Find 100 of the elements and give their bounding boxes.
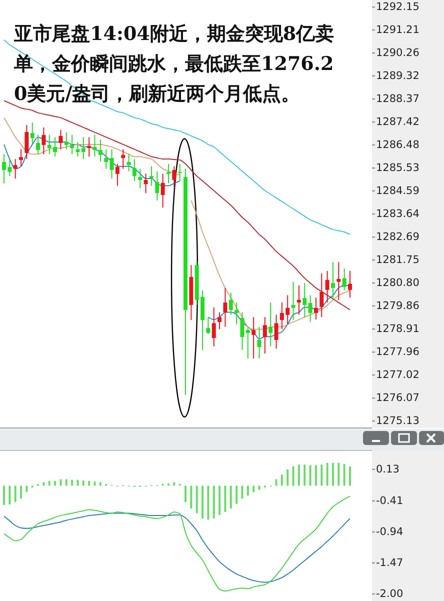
candlestick (314, 297, 318, 320)
candlestick (308, 294, 312, 322)
y-tick-label: 1290.26 (376, 47, 420, 60)
bar (326, 462, 328, 486)
y-tick-label: -2.00 (376, 588, 404, 600)
y-tick-label: 1285.53 (376, 162, 420, 174)
bar (280, 474, 283, 486)
bar (207, 486, 210, 520)
candlestick (19, 148, 24, 167)
candlestick (268, 302, 273, 347)
candlestick (87, 136, 92, 158)
candlestick (64, 132, 68, 150)
y-tick-label: 1289.32 (376, 70, 420, 82)
y-tick-label: 1277.02 (376, 368, 420, 381)
line-series (4, 512, 350, 583)
line-series (4, 496, 350, 592)
candlestick (149, 166, 154, 186)
bar (309, 465, 312, 486)
bar (88, 481, 90, 486)
candlestick (115, 163, 120, 186)
candlestick (336, 262, 341, 301)
candlestick (104, 148, 108, 170)
candlestick (252, 316, 256, 359)
y-tick-label: 1284.59 (376, 184, 420, 197)
candlestick (274, 314, 278, 350)
y-tick-label: -0.94 (376, 526, 404, 538)
candlestick (30, 122, 34, 145)
bar (26, 486, 28, 492)
bar (71, 480, 74, 486)
candlestick (330, 262, 335, 301)
bar (286, 469, 289, 486)
bar (173, 482, 176, 486)
bar (343, 464, 346, 486)
candlestick (296, 284, 301, 316)
bar (184, 486, 187, 502)
candlestick (138, 168, 142, 189)
y-tick-label: 1280.80 (376, 277, 420, 290)
candlestick (76, 142, 80, 158)
bar (314, 465, 317, 486)
bar (212, 486, 215, 518)
bar (42, 482, 45, 486)
bar (230, 486, 232, 509)
y-tick-label: 1279.86 (376, 300, 420, 312)
bar (246, 486, 249, 496)
candlestick (98, 139, 102, 162)
bar (304, 464, 306, 486)
candlestick (36, 134, 40, 155)
candlestick (132, 158, 136, 182)
candlestick (228, 292, 233, 316)
y-tick-label: 1275.13 (376, 414, 420, 427)
bar (196, 486, 198, 514)
candlestick (166, 163, 170, 184)
y-tick-label: 1292.15 (376, 1, 420, 14)
y-tick-label: 0.13 (376, 463, 400, 476)
candlestick (212, 306, 216, 347)
y-tick-label: 1286.48 (376, 138, 420, 151)
candlestick (126, 154, 131, 172)
y-tick-label: 1282.69 (376, 231, 420, 244)
candlestick (348, 270, 352, 298)
bar (54, 481, 56, 486)
bar (258, 486, 260, 490)
candlestick (110, 148, 114, 179)
candlestick (13, 158, 18, 179)
y-tick-label: 1278.91 (376, 323, 420, 336)
bar (76, 480, 79, 486)
bar (298, 464, 300, 486)
candlestick (160, 173, 165, 208)
bar (94, 482, 96, 486)
candlestick (42, 126, 46, 155)
candlestick (257, 326, 262, 359)
bar (65, 479, 68, 486)
candlestick (155, 170, 160, 201)
candlestick (81, 136, 86, 160)
candlestick (24, 124, 29, 160)
bar (320, 464, 323, 486)
y-tick-label: 1277.96 (376, 346, 420, 358)
candlestick (223, 287, 228, 328)
y-tick-label: 1283.64 (376, 208, 420, 220)
y-tick-label: 1276.07 (376, 392, 420, 404)
bar (8, 486, 11, 504)
y-tick-label: -1.47 (376, 556, 404, 569)
y-tick-label: 1291.21 (376, 24, 420, 36)
candlestick (70, 134, 74, 155)
candlestick (302, 282, 307, 318)
y-tick-label: -0.41 (376, 494, 404, 507)
bar (275, 479, 278, 486)
bar (60, 479, 62, 486)
bar (338, 462, 340, 486)
candlestick (262, 316, 267, 354)
y-tick-label: 1281.75 (376, 254, 420, 266)
bar (20, 486, 22, 499)
candlestick (121, 148, 126, 170)
candlestick (218, 312, 222, 330)
y-tick-label: 1288.37 (376, 92, 420, 105)
candlestick (246, 326, 250, 359)
candlestick (320, 272, 324, 318)
bar (332, 462, 334, 486)
bar (236, 486, 238, 504)
candlestick (172, 166, 176, 189)
bar (3, 486, 5, 506)
